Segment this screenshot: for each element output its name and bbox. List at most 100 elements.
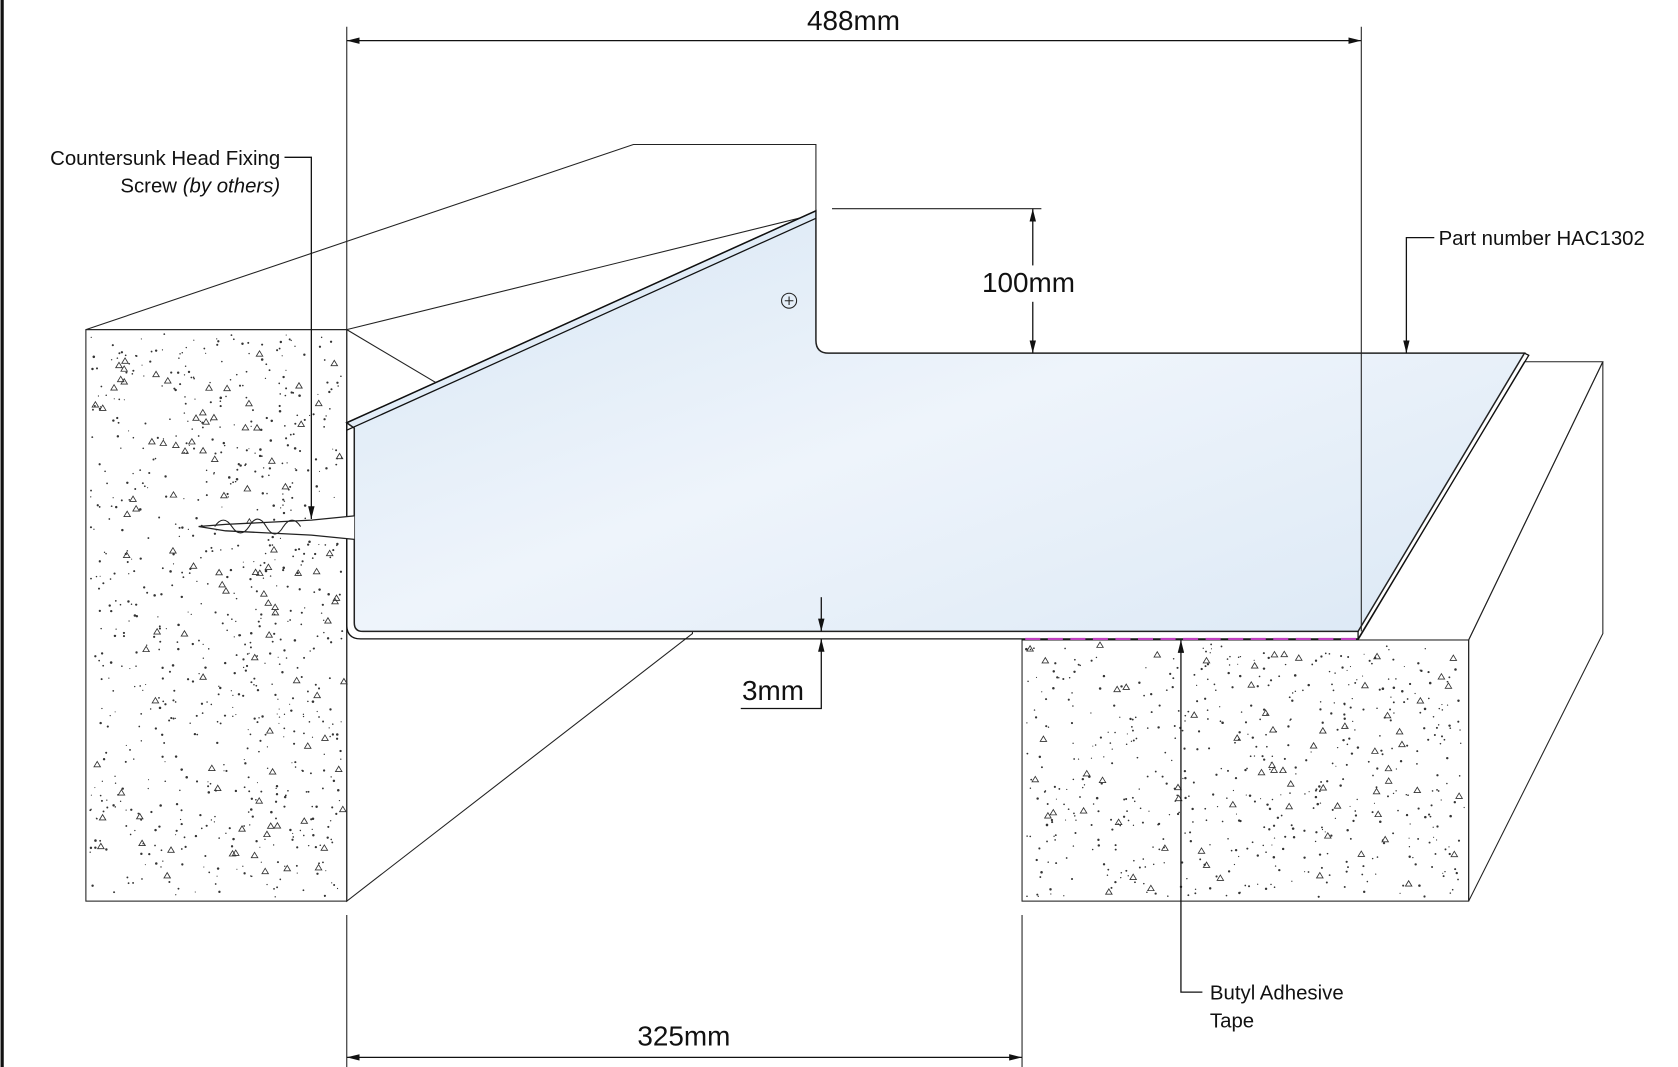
aggregate (109, 661, 113, 664)
aggregate (120, 447, 122, 449)
aggregate (99, 839, 102, 842)
aggregate (1067, 698, 1070, 701)
aggregate (99, 406, 102, 408)
aggregate (1285, 802, 1294, 810)
aggregate (1323, 831, 1332, 839)
aggregate (255, 608, 257, 611)
aggregate (285, 387, 288, 390)
aggregate (223, 661, 227, 665)
aggregate (1240, 711, 1243, 713)
aggregate (1205, 819, 1208, 822)
aggregate (171, 664, 175, 667)
aggregate (235, 597, 238, 600)
aggregate (335, 463, 338, 466)
aggregate (1129, 717, 1132, 721)
aggregate (158, 825, 161, 828)
aggregate (96, 817, 98, 820)
aggregate (159, 804, 162, 807)
aggregate (102, 582, 105, 585)
aggregate (114, 711, 116, 713)
aggregate (1450, 850, 1459, 858)
aggregate (285, 369, 287, 371)
aggregate (262, 467, 265, 469)
aggregate (140, 740, 143, 742)
aggregate (113, 572, 116, 575)
aggregate (191, 428, 193, 430)
extension-line (346, 915, 1023, 1067)
aggregate (261, 492, 265, 495)
aggregate (285, 437, 288, 440)
aggregate (163, 742, 166, 744)
aggregate (1315, 871, 1324, 879)
aggregate (253, 677, 256, 680)
aggregate (295, 864, 298, 867)
aggregate (199, 446, 208, 454)
aggregate (164, 703, 167, 706)
aggregate (1041, 691, 1043, 693)
aggregate (327, 825, 330, 828)
aggregate (125, 744, 127, 747)
aggregate (283, 864, 292, 872)
aggregate (1192, 781, 1195, 784)
aggregate (241, 342, 244, 345)
aggregate (302, 715, 305, 718)
aggregate (1026, 835, 1028, 837)
aggregate (145, 683, 147, 686)
aggregate (290, 509, 292, 511)
aggregate (290, 709, 293, 712)
aggregate (89, 809, 92, 812)
aggregate (260, 358, 264, 361)
aggregate (314, 863, 323, 871)
aggregate (1275, 730, 1278, 733)
aggregate (300, 623, 303, 626)
aggregate (1305, 759, 1308, 762)
aggregate (112, 497, 114, 499)
aggregate (110, 609, 113, 613)
aggregate (323, 616, 332, 624)
aggregate (188, 572, 191, 575)
aggregate (234, 789, 238, 793)
aggregate (250, 425, 252, 428)
aggregate (273, 518, 276, 521)
aggregate (1262, 652, 1265, 655)
aggregate (1278, 868, 1281, 872)
aggregate (169, 490, 178, 498)
aggregate (298, 449, 302, 453)
aggregate (258, 454, 262, 458)
aggregate (307, 543, 310, 546)
aggregate (186, 678, 190, 681)
aggregate (1125, 869, 1128, 872)
aggregate (299, 829, 302, 832)
aggregate (1154, 770, 1157, 773)
aggregate (1315, 831, 1318, 834)
aggregate (1457, 699, 1460, 702)
aggregate (200, 702, 204, 705)
aggregate (1077, 758, 1080, 760)
aggregate (1053, 785, 1056, 788)
aggregate (1125, 743, 1128, 746)
aggregate (142, 447, 145, 450)
aggregate (1382, 842, 1386, 845)
aggregate (1184, 714, 1187, 717)
aggregate (1262, 667, 1266, 670)
aggregate (108, 604, 111, 607)
aggregate (1390, 696, 1392, 698)
aggregate (200, 603, 202, 605)
aggregate (135, 665, 137, 667)
aggregate (1026, 644, 1035, 652)
aggregate (1259, 718, 1262, 721)
aggregate (246, 653, 249, 655)
aggregate (296, 414, 299, 417)
aggregate (1126, 733, 1128, 735)
aggregate (294, 761, 297, 764)
aggregate (1374, 656, 1377, 659)
aggregate (1440, 735, 1444, 738)
aggregate (1333, 802, 1342, 809)
aggregate (1459, 729, 1461, 731)
aggregate (190, 376, 193, 379)
aggregate (325, 467, 328, 470)
aggregate (1221, 820, 1224, 823)
aggregate (181, 447, 190, 454)
aggregate (245, 449, 248, 452)
aggregate (1263, 826, 1266, 829)
